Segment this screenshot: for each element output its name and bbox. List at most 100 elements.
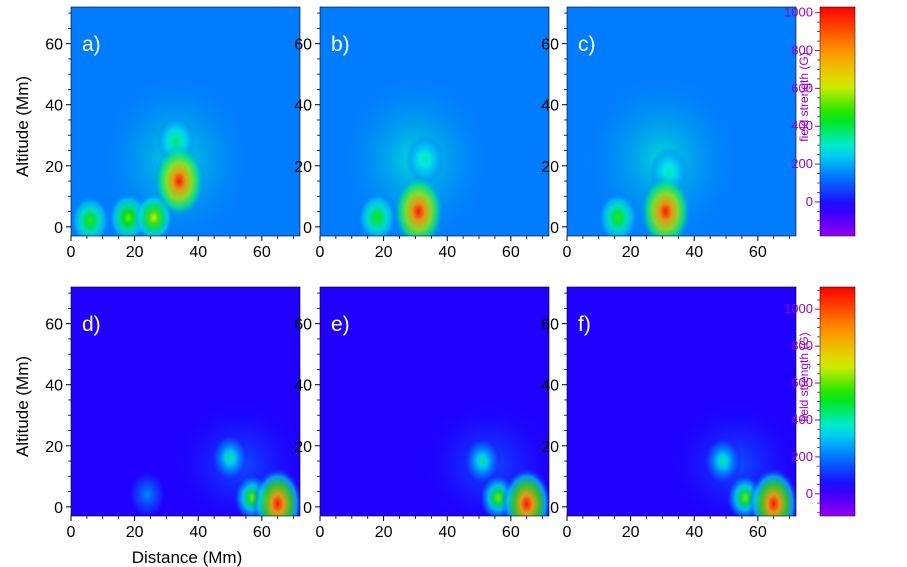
field-peak [358, 193, 397, 236]
y-tick-label: 20 [541, 159, 559, 176]
panel-f: 0 20 40 60 0 20 40 60 f) [541, 286, 797, 541]
field-peak [393, 174, 445, 236]
field-peak [501, 467, 549, 516]
x-tick-label: 40 [685, 244, 703, 261]
y-tick-label: 40 [45, 98, 63, 115]
x-axis-title: Distance (Mm) [132, 548, 243, 567]
panel-label: a) [82, 33, 101, 56]
y-tick-label: 60 [294, 317, 312, 334]
colorbar-gradient [819, 6, 856, 237]
y-tick-label: 20 [294, 159, 312, 176]
colorbar-tick-label: 1000 [784, 301, 813, 316]
x-tick-label: 60 [253, 524, 271, 541]
panel-frame [566, 6, 797, 237]
panel-e: 0 20 40 60 0 20 40 60 e) [294, 286, 550, 541]
x-tick-label: 0 [67, 244, 76, 261]
x-tick-label: 60 [253, 244, 271, 261]
colorbar-tick-label: 200 [791, 449, 813, 464]
y-axis-title: Altitude (Mm) [13, 76, 32, 177]
colorbar-1: 0 200 400 600 800 1000 field strength (G) [784, 5, 856, 237]
x-tick-label: 40 [189, 244, 207, 261]
colorbar-tick-label: 200 [791, 156, 813, 171]
x-tick-label: 20 [375, 244, 393, 261]
x-tick-label: 60 [749, 244, 767, 261]
y-tick-label: 0 [550, 500, 559, 517]
panel-frame [70, 6, 301, 237]
field-peak [748, 467, 796, 516]
panel-b: 0 20 40 60 0 20 40 60 b) [294, 6, 550, 261]
x-tick-label: 20 [622, 244, 640, 261]
y-tick-label: 20 [294, 439, 312, 456]
y-tick-label: 0 [303, 500, 312, 517]
panel-label: d) [82, 313, 101, 336]
x-tick-label: 20 [126, 244, 144, 261]
panel-frame [319, 6, 550, 237]
y-tick-label: 40 [294, 378, 312, 395]
colorbar-2: 0 200 400 600 800 1000 field strength (G) [784, 286, 856, 517]
colorbar-tick-label: 0 [806, 194, 813, 209]
y-tick-label: 60 [45, 317, 63, 334]
x-tick-label: 60 [749, 524, 767, 541]
colorbar-tick-label: 0 [806, 486, 813, 501]
y-tick-label: 0 [303, 220, 312, 237]
colorbar-tick-label: 800 [791, 338, 813, 353]
x-tick-label: 0 [67, 524, 76, 541]
panel-label: f) [578, 313, 591, 336]
x-tick-label: 0 [563, 244, 572, 261]
colorbar-tick-label: 600 [791, 80, 813, 95]
field-peak [598, 193, 637, 236]
x-tick-label: 60 [502, 524, 520, 541]
colorbar-tick-label: 1000 [784, 5, 813, 20]
field-peak [703, 436, 742, 486]
field-peak [640, 174, 692, 236]
panel-frame [319, 286, 550, 517]
panel-label: b) [331, 33, 350, 56]
x-tick-label: 40 [189, 524, 207, 541]
field-peak [252, 467, 300, 516]
x-tick-label: 20 [622, 524, 640, 541]
y-tick-label: 0 [550, 220, 559, 237]
y-tick-label: 40 [541, 98, 559, 115]
field-peak [210, 433, 250, 483]
x-tick-label: 40 [685, 524, 703, 541]
y-tick-label: 0 [54, 500, 63, 517]
y-tick-label: 60 [541, 317, 559, 334]
panel-label: c) [578, 33, 596, 56]
colorbar-tick-label: 400 [791, 412, 813, 427]
field-peak [128, 470, 167, 516]
colorbar-gradient [819, 286, 856, 517]
x-tick-label: 40 [438, 244, 456, 261]
y-tick-label: 20 [45, 159, 63, 176]
x-tick-label: 40 [438, 524, 456, 541]
y-tick-label: 0 [54, 220, 63, 237]
x-tick-label: 20 [375, 524, 393, 541]
y-tick-label: 20 [45, 439, 63, 456]
y-axis-title: Altitude (Mm) [13, 356, 32, 457]
colorbar-tick-label: 800 [791, 43, 813, 58]
y-tick-label: 60 [294, 37, 312, 54]
x-tick-label: 20 [126, 524, 144, 541]
x-tick-label: 0 [563, 524, 572, 541]
x-tick-label: 60 [502, 244, 520, 261]
colorbar-title: field strength (G) [797, 52, 811, 141]
colorbar-tick-label: 400 [791, 118, 813, 133]
y-tick-label: 40 [541, 378, 559, 395]
x-tick-label: 0 [316, 524, 325, 541]
colorbars: 0 200 400 600 800 1000 field strength (G) 0 200 4… [784, 5, 856, 517]
panel-frame [566, 286, 797, 517]
panel-frame [70, 286, 301, 517]
x-tick-label: 0 [316, 244, 325, 261]
y-tick-label: 20 [541, 439, 559, 456]
panel-label: e) [331, 313, 350, 336]
field-peak [71, 196, 110, 236]
y-tick-label: 40 [294, 98, 312, 115]
colorbar-tick-label: 600 [791, 375, 813, 390]
panel-a: 0 20 40 60 0 20 40 60 a) Altitude (Mm) [13, 6, 301, 261]
colorbar-title: field strength (G) [797, 332, 811, 421]
panels: 0 20 40 60 0 20 40 60 a) Altitude (Mm) 0 20 40 60 0 20 4… [13, 6, 797, 567]
y-tick-label: 40 [45, 378, 63, 395]
y-tick-label: 60 [45, 37, 63, 54]
field-peak [463, 436, 502, 486]
field-peak [153, 144, 205, 218]
